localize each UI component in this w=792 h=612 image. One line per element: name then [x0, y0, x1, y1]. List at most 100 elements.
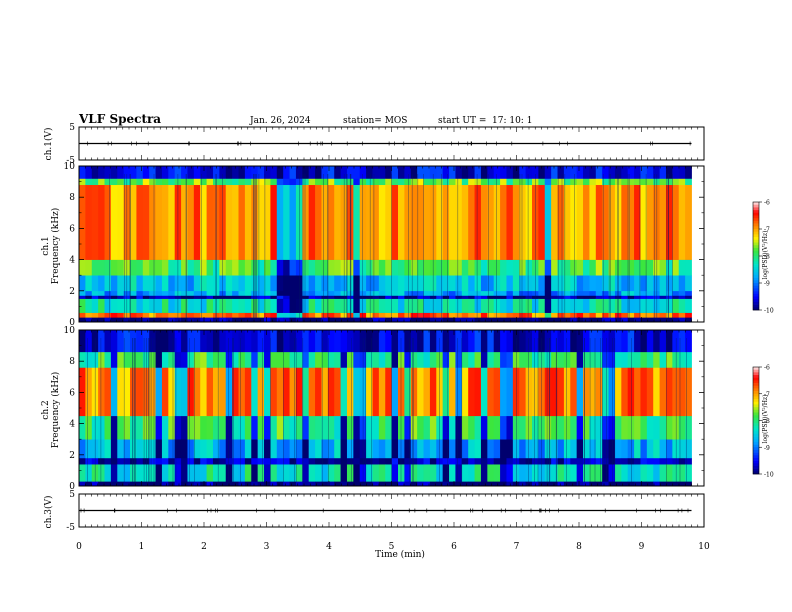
spectrogram-cell [493, 415, 501, 440]
spectrogram-cell [238, 290, 246, 296]
spectrogram-cell [251, 295, 259, 299]
spectrogram-cell [531, 367, 539, 417]
spectrogram-cell [602, 178, 609, 186]
colorbar-segment [753, 383, 759, 387]
spectrogram-cell [557, 298, 565, 313]
colorbar-segment [753, 399, 759, 403]
spectrogram-cell [685, 415, 692, 440]
spectrogram-cell [404, 367, 412, 417]
spectrogram-cell [506, 481, 514, 487]
spectrogram-cell [614, 259, 622, 276]
spectrogram-cell [315, 290, 322, 296]
spectrogram-cell [442, 415, 450, 440]
spectrogram-cell [398, 298, 405, 313]
spectrogram-cell [289, 259, 297, 276]
spectrogram-cell [366, 295, 373, 299]
spectrogram-cell [346, 439, 354, 459]
spectrogram-cell [193, 317, 201, 323]
spectrogram-cell [200, 317, 207, 323]
spectrogram-cell [130, 330, 137, 353]
spectrogram-cell [391, 415, 399, 440]
spectrogram-cell [181, 259, 188, 276]
spectrogram-cell [142, 457, 150, 465]
spectrogram-cell [283, 259, 290, 276]
spectrogram-cell [257, 275, 265, 292]
spectrogram-cell [449, 275, 456, 292]
spectrogram-cell [576, 275, 584, 292]
spectrogram-cell [519, 166, 527, 179]
spectrogram-cell [200, 166, 207, 179]
spectrogram-cell [487, 178, 495, 186]
spectrogram-cell [417, 259, 424, 276]
spectrogram-cell [378, 259, 386, 276]
spectrogram-cell [346, 457, 354, 465]
spectrogram-cell [634, 464, 641, 482]
spectrogram-cell [187, 330, 195, 353]
spectrogram-cell [130, 439, 137, 459]
spectrogram-cell [576, 439, 584, 459]
spectrogram-cell [308, 351, 316, 368]
spectrogram-cell [117, 259, 125, 276]
spectrogram-cell [487, 166, 495, 179]
spectrogram-cell [544, 312, 552, 318]
spectrogram-cell [531, 415, 539, 440]
spectrogram-cell [551, 290, 558, 296]
spectrogram-cell [646, 351, 654, 368]
spectrogram-cell [468, 351, 475, 368]
spectrogram-cell [493, 464, 501, 482]
spectrogram-cell [289, 298, 297, 313]
spectrogram-cell [321, 464, 329, 482]
spectrogram-cell [563, 295, 571, 299]
spectrogram-cell [232, 166, 239, 179]
spectrogram-cell [206, 290, 214, 296]
colorbar-segment [753, 455, 759, 459]
spectrogram-cell [474, 330, 482, 353]
spectrogram-cell [181, 312, 188, 318]
spectrogram-cell [589, 415, 597, 440]
spectrogram-cell [85, 415, 93, 440]
spectrogram-cell [608, 330, 616, 353]
spectrogram-cell [244, 481, 252, 487]
spectrogram-cell [634, 259, 641, 276]
spectrogram-cell [366, 317, 373, 323]
colorbar-segment [753, 412, 759, 416]
colorbar-segment [753, 393, 759, 397]
spectrogram-cell [678, 290, 686, 296]
spectrogram-cell [576, 330, 584, 353]
spectrogram-cell [283, 415, 290, 440]
spectrogram-cell [551, 166, 558, 179]
spectrogram-cell [212, 367, 220, 417]
spectrogram-cell [136, 298, 144, 313]
spectrogram-cell [206, 439, 214, 459]
spectrogram-cell [308, 178, 316, 186]
spectrogram-cell [225, 184, 233, 260]
spectrogram-cell [461, 464, 469, 482]
spectrogram-ch2 [79, 330, 692, 487]
colorbar-segment [753, 215, 759, 219]
spectrogram-cell [653, 464, 660, 482]
colorbar-segment [753, 264, 759, 268]
spectrogram-cell [161, 415, 169, 440]
spectrogram-cell [525, 330, 533, 353]
spectrogram-cell [327, 295, 335, 299]
spectrogram-cell [295, 457, 303, 465]
spectrogram-cell [589, 351, 597, 368]
spectrogram-cell [480, 367, 488, 417]
colorbar-segment [753, 307, 759, 311]
spectrogram-cell [110, 290, 118, 296]
spectrogram-cell [506, 275, 514, 292]
spectrogram-cell [206, 166, 214, 179]
spectrogram-cell [334, 178, 341, 186]
spectrogram-cell [244, 367, 252, 417]
spectrogram-cell [295, 351, 303, 368]
spectrogram-cell [449, 415, 456, 440]
spectrogram-cell [104, 178, 112, 186]
spectrogram-cell [474, 166, 482, 179]
spectrogram-cell [353, 317, 361, 323]
spectrogram-cell [276, 259, 284, 276]
spectrogram-cell [442, 184, 450, 260]
spectrogram-cell [608, 298, 616, 313]
colorbar-segment [753, 444, 759, 448]
spectrogram-cell [634, 439, 641, 459]
spectrogram-cell [404, 415, 412, 440]
